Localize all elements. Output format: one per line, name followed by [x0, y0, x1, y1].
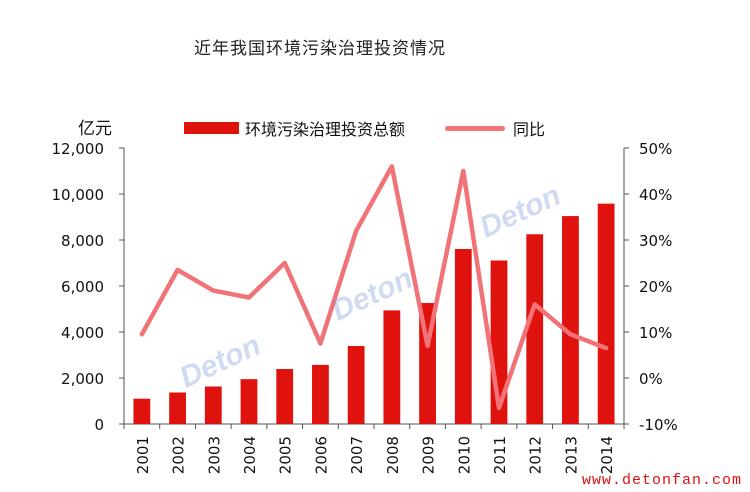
x-tick-label: 2005 [277, 436, 295, 474]
watermark-url: www.detonfan.com [581, 472, 742, 489]
x-tick-label: 2002 [170, 436, 188, 474]
bar [276, 369, 294, 424]
bar [240, 379, 258, 424]
left-tick-label: 10,000 [52, 186, 105, 204]
right-tick-label: 30% [639, 232, 672, 250]
left-tick-label: 2,000 [61, 370, 104, 388]
x-tick-label: 2003 [205, 436, 223, 474]
right-tick-label: 0% [639, 370, 663, 388]
left-tick-label: 8,000 [61, 232, 104, 250]
legend: 环境污染治理投资总额 同比 [184, 116, 545, 140]
x-tick-label: 2007 [348, 436, 366, 474]
right-tick-label: 20% [639, 278, 672, 296]
right-tick-label: 40% [639, 186, 672, 204]
left-axis-unit: 亿元 [78, 119, 112, 139]
legend-bar-swatch [184, 122, 239, 134]
right-tick-label: -10% [639, 416, 678, 434]
x-tick-label: 2001 [134, 436, 152, 474]
legend-line-swatch [445, 125, 506, 131]
x-tick-label: 2009 [420, 436, 438, 474]
bar [562, 216, 579, 424]
left-tick-label: 4,000 [61, 324, 104, 342]
left-tick-label: 12,000 [52, 140, 105, 158]
bar [312, 364, 329, 424]
right-tick-label: 50% [639, 140, 672, 158]
x-tick-label: 2010 [455, 436, 473, 474]
chart-title: 近年我国环境污染治理投资情况 [194, 39, 446, 59]
bar [597, 203, 615, 424]
legend-line-label: 同比 [513, 120, 546, 139]
bar [133, 398, 151, 424]
x-tick-label: 2012 [527, 436, 545, 474]
bar [347, 346, 365, 424]
bar [526, 234, 544, 424]
x-tick-label: 2006 [312, 436, 330, 474]
bar [169, 392, 186, 424]
bar [454, 248, 472, 424]
bar [204, 386, 222, 424]
legend-bar-label: 环境污染治理投资总额 [245, 120, 406, 139]
x-tick-label: 2011 [491, 436, 509, 474]
bar [383, 310, 401, 424]
series-line [139, 164, 609, 411]
x-tick-label: 2013 [562, 436, 580, 474]
x-tick-label: 2004 [241, 436, 259, 474]
left-tick-label: 0 [94, 416, 104, 434]
left-tick-label: 6,000 [61, 278, 104, 296]
right-tick-label: 10% [639, 324, 672, 342]
x-tick-label: 2014 [598, 436, 616, 474]
x-tick-label: 2008 [384, 436, 402, 474]
